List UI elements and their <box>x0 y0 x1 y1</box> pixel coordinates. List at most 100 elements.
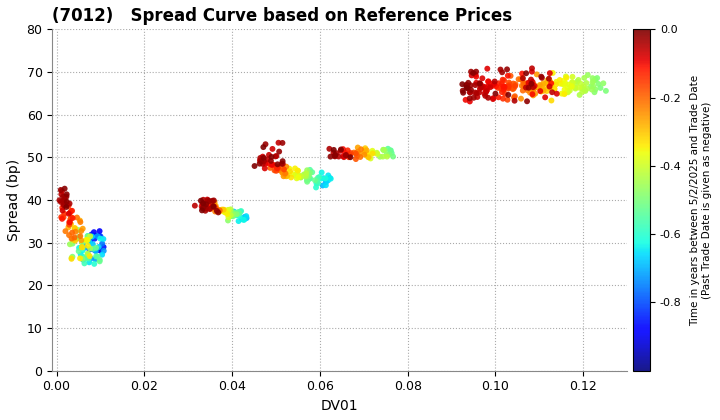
Point <box>359 149 370 155</box>
Point <box>76 239 88 246</box>
Point <box>67 237 78 244</box>
Point <box>499 91 510 97</box>
Point <box>202 196 213 203</box>
Point <box>254 157 266 164</box>
Point <box>82 237 94 244</box>
Point <box>559 80 571 87</box>
Point <box>570 84 581 91</box>
Point <box>67 215 78 221</box>
Point <box>267 162 279 168</box>
Point <box>567 79 578 86</box>
Point <box>58 201 69 208</box>
Point <box>213 208 225 215</box>
Point <box>295 174 307 181</box>
Point <box>285 174 297 181</box>
Point <box>541 80 552 87</box>
Point <box>96 251 108 258</box>
Point <box>574 84 585 91</box>
Point <box>537 81 549 88</box>
Point <box>68 236 80 242</box>
Point <box>279 170 291 177</box>
Point <box>223 210 235 217</box>
Point <box>534 82 546 89</box>
Point <box>93 244 104 250</box>
Point <box>68 225 80 231</box>
Point <box>381 151 392 158</box>
Point <box>76 228 87 234</box>
Point <box>269 162 280 168</box>
Point <box>492 84 503 91</box>
Point <box>287 171 298 177</box>
Point <box>231 211 243 218</box>
Point <box>59 194 71 200</box>
Point <box>551 90 562 97</box>
Point <box>528 81 539 88</box>
Point <box>233 210 245 217</box>
Point <box>66 235 77 242</box>
Point <box>365 155 377 162</box>
Point <box>64 241 76 248</box>
Point <box>543 76 554 83</box>
Point <box>503 84 514 90</box>
Point <box>528 86 539 92</box>
Point <box>82 251 94 258</box>
Point <box>300 170 312 177</box>
Point <box>63 224 74 231</box>
Point <box>269 167 280 174</box>
Point <box>228 208 240 215</box>
Point <box>83 255 94 262</box>
Point <box>482 78 494 85</box>
Point <box>54 197 66 204</box>
Point <box>209 203 220 210</box>
Point <box>198 205 210 212</box>
Point <box>461 82 472 89</box>
Point <box>230 212 242 219</box>
Point <box>274 167 285 173</box>
Point <box>289 165 301 172</box>
Point <box>520 81 531 88</box>
Point <box>219 209 230 215</box>
Point <box>84 234 96 241</box>
Point <box>302 178 313 185</box>
Point <box>88 229 99 236</box>
Point <box>73 248 84 255</box>
Point <box>264 165 276 171</box>
Point <box>302 173 314 180</box>
Point <box>58 210 70 217</box>
Point <box>563 81 575 88</box>
Point <box>56 204 68 211</box>
Point <box>457 87 469 94</box>
Point <box>84 245 96 252</box>
Point <box>317 182 328 189</box>
Point <box>64 219 76 226</box>
Point <box>235 208 247 215</box>
Point <box>577 86 589 92</box>
Point <box>544 78 556 84</box>
Point <box>85 255 96 262</box>
Point <box>345 154 356 160</box>
Point <box>90 253 102 260</box>
Point <box>279 166 290 173</box>
Point <box>315 175 327 182</box>
Point <box>98 247 109 254</box>
Point <box>196 203 207 210</box>
Point <box>524 89 536 96</box>
Point <box>271 153 282 160</box>
Point <box>521 80 532 87</box>
Point <box>84 233 96 239</box>
Point <box>482 83 494 90</box>
Point <box>98 236 109 242</box>
Point <box>323 172 334 179</box>
Point <box>586 86 598 93</box>
Point <box>460 97 472 103</box>
Point <box>570 80 582 87</box>
Point <box>254 160 266 167</box>
Point <box>259 165 271 172</box>
Point <box>216 206 228 213</box>
Point <box>83 234 94 241</box>
Point <box>350 150 361 157</box>
Point <box>86 232 98 239</box>
Point <box>207 201 218 208</box>
Point <box>312 180 324 186</box>
Point <box>518 80 530 87</box>
